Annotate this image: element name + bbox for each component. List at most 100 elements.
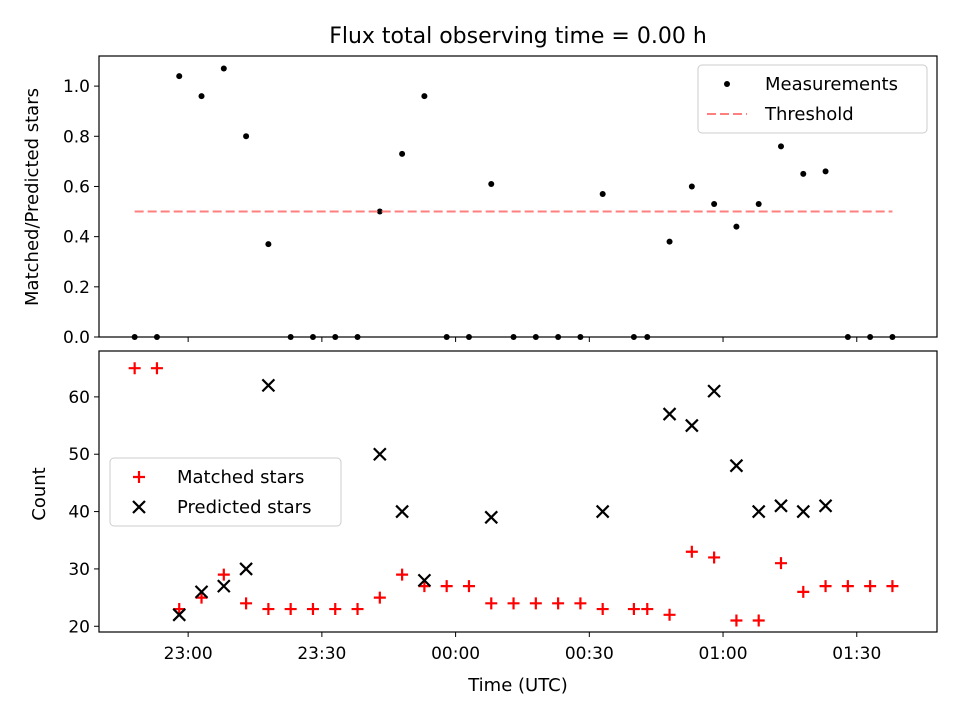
measurement-point xyxy=(777,143,784,150)
matched-stars-point xyxy=(797,585,810,598)
x-tick-label: 00:00 xyxy=(431,644,480,664)
measurement-point xyxy=(220,65,227,72)
predicted-stars-point xyxy=(417,573,432,588)
measurement-point xyxy=(822,168,829,175)
matched-stars-point xyxy=(685,545,698,558)
bottom-y-tick-label: 50 xyxy=(68,445,90,465)
x-tick-label: 01:00 xyxy=(699,644,748,664)
predicted-stars-point xyxy=(217,579,231,593)
measurement-point xyxy=(265,241,272,248)
matched-stars-point xyxy=(663,608,676,621)
measurement-point xyxy=(733,223,740,230)
matched-stars-point xyxy=(774,557,787,570)
matched-stars-point xyxy=(730,614,743,627)
predicted-stars-point xyxy=(818,499,833,513)
matched-stars-point xyxy=(641,603,654,616)
measurement-point xyxy=(243,133,250,140)
predicted-stars-point xyxy=(707,384,721,398)
predicted-stars-point xyxy=(595,504,610,519)
matched-stars-point xyxy=(886,580,899,593)
matched-stars-point xyxy=(195,591,208,604)
matched-stars-point xyxy=(329,603,342,616)
bottom-y-tick-label: 60 xyxy=(68,388,90,408)
bottom-y-tick-label: 20 xyxy=(68,617,90,637)
matched-stars-point xyxy=(373,591,386,604)
top-axes-frame xyxy=(98,55,938,338)
x-axis-label: Time (UTC) xyxy=(467,675,568,696)
bottom-axes-frame xyxy=(98,350,938,633)
predicted-stars-point xyxy=(239,562,253,576)
legend-marker-measurements xyxy=(724,81,730,87)
top-y-tick-label: 0.8 xyxy=(63,127,90,147)
predicted-stars-point xyxy=(662,407,677,421)
predicted-stars-point xyxy=(373,447,387,462)
matched-stars-point xyxy=(752,614,765,627)
legend-marker-predicted-stars xyxy=(132,500,146,514)
matched-stars-point xyxy=(440,580,453,593)
bottom-y-tick-label: 30 xyxy=(68,560,90,580)
matched-stars-point xyxy=(240,597,253,610)
x-tick-label: 00:30 xyxy=(565,644,614,664)
x-tick-label: 23:00 xyxy=(164,644,213,664)
predicted-stars-point xyxy=(685,418,699,433)
top-legend: Measurements Threshold xyxy=(697,64,928,134)
predicted-stars-point xyxy=(774,499,788,513)
top-y-tick-label: 0.4 xyxy=(63,228,90,248)
measurement-point xyxy=(599,190,606,197)
predicted-stars-point xyxy=(751,504,766,519)
measurement-point xyxy=(755,201,762,208)
matched-stars-point xyxy=(351,603,364,616)
measurement-point xyxy=(688,183,695,190)
matched-stars-point xyxy=(596,603,609,616)
measurement-point xyxy=(800,170,807,177)
top-legend-box xyxy=(697,64,928,134)
matched-stars-point xyxy=(217,568,230,581)
measurement-point xyxy=(376,208,383,215)
predicted-stars-point xyxy=(796,504,811,519)
predicted-stars-point xyxy=(261,378,276,393)
matched-stars-point xyxy=(864,580,877,593)
measurement-point xyxy=(176,73,183,80)
x-tick-label: 23:30 xyxy=(297,644,346,664)
matched-stars-point xyxy=(507,597,520,610)
top-y-axis-label: Matched/Predicted stars xyxy=(22,88,43,306)
legend-marker-matched-stars xyxy=(133,471,145,483)
top-y-tick-label: 1.0 xyxy=(63,77,90,97)
measurement-point xyxy=(421,93,428,100)
legend-label: Predicted stars xyxy=(177,497,311,518)
matched-stars-point xyxy=(462,580,475,593)
predicted-stars-point xyxy=(172,608,187,622)
matched-stars-point xyxy=(819,580,832,593)
predicted-stars-point xyxy=(395,504,409,519)
predicted-stars-point xyxy=(729,458,744,473)
legend-label: Matched stars xyxy=(177,467,304,488)
measurement-point xyxy=(488,180,495,187)
matched-stars-point xyxy=(418,580,431,593)
x-tick-label: 01:30 xyxy=(832,644,881,664)
predicted-stars-point xyxy=(194,585,209,599)
measurement-point xyxy=(666,238,673,245)
matched-stars-point xyxy=(552,597,565,610)
top-chart-title: Flux total observing time = 0.00 h xyxy=(329,24,707,49)
matched-stars-point xyxy=(627,603,640,616)
matched-stars-point xyxy=(284,603,297,616)
legend-label: Threshold xyxy=(764,104,854,125)
measurement-point xyxy=(399,150,406,157)
legend-label: Measurements xyxy=(765,74,898,95)
matched-stars-point xyxy=(574,597,587,610)
bottom-y-axis-label: Count xyxy=(29,467,50,520)
matched-stars-point xyxy=(485,597,498,610)
bottom-y-tick-label: 40 xyxy=(68,503,90,523)
matched-stars-point xyxy=(841,580,854,593)
matched-stars-point xyxy=(529,597,542,610)
top-panel: 0.0 0.2 0.4 0.6 0.8 1.0 Measurements Threshold xyxy=(63,55,938,348)
matched-stars-point xyxy=(150,362,163,375)
top-y-tick-label: 0.6 xyxy=(63,177,90,197)
measurement-point xyxy=(711,201,718,208)
top-y-tick-label: 0.0 xyxy=(63,328,90,348)
matched-stars-point xyxy=(306,603,319,616)
bottom-legend-box xyxy=(109,457,342,527)
matched-stars-point xyxy=(173,603,186,616)
bottom-legend: Matched stars Predicted stars xyxy=(109,457,342,527)
